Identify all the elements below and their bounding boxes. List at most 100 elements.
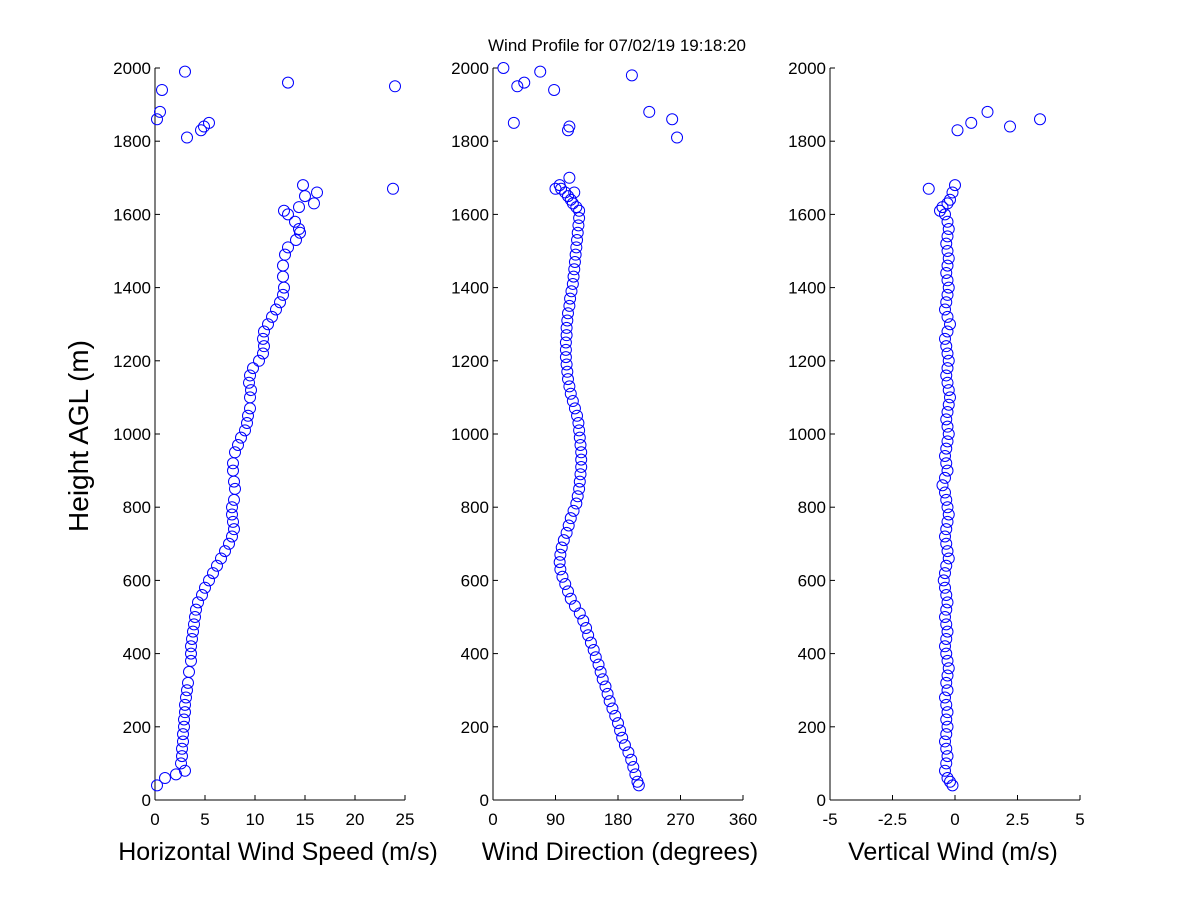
- data-point: [257, 332, 269, 345]
- panel-wind-direction: Wind Direction (degrees) 0 200 400 600 800 10…: [451, 59, 758, 866]
- data-point: [247, 362, 259, 375]
- data-point: [179, 65, 191, 78]
- data-point: [211, 559, 223, 572]
- data-point: [555, 541, 568, 554]
- data-point: [603, 695, 616, 708]
- x-tick-label: 5: [1075, 810, 1084, 829]
- data-point: [258, 325, 270, 338]
- data-point: [564, 592, 577, 605]
- data-point: [937, 574, 950, 587]
- y-tick-label: 1800: [113, 132, 151, 151]
- x-tick-label: -5: [822, 810, 837, 829]
- data-point: [574, 468, 587, 481]
- data-point: [568, 255, 581, 268]
- x-axis-label-wind-speed: Horizontal Wind Speed (m/s): [118, 838, 438, 866]
- data-point: [939, 581, 951, 594]
- data-point: [257, 347, 269, 360]
- data-point: [507, 116, 520, 129]
- data-point: [949, 179, 961, 192]
- data-point: [580, 621, 593, 634]
- data-point: [186, 632, 198, 645]
- data-point: [185, 640, 197, 653]
- y-tick-label: 800: [461, 498, 489, 517]
- data-point: [941, 420, 954, 433]
- data-point: [266, 310, 278, 323]
- data-point: [185, 654, 197, 667]
- data-point: [941, 515, 954, 528]
- data-point: [232, 438, 244, 451]
- data-point: [573, 424, 586, 437]
- data-point: [940, 559, 953, 572]
- y-tick-label: 600: [461, 571, 489, 590]
- data-point: [229, 482, 241, 495]
- data-point: [176, 742, 188, 755]
- data-point: [244, 391, 256, 404]
- data-point: [1004, 120, 1016, 133]
- data-point: [941, 654, 954, 667]
- data-point: [627, 761, 640, 774]
- y-tick-label: 1600: [451, 205, 489, 224]
- y-tick-label: 600: [123, 571, 151, 590]
- data-point: [573, 204, 586, 217]
- y-tick-label: 0: [142, 791, 151, 810]
- x-tick-label: 0: [950, 810, 959, 829]
- data-point: [566, 395, 579, 408]
- y-tick-label: 1800: [451, 132, 489, 151]
- y-tick-label: 400: [798, 645, 826, 664]
- data-point: [196, 589, 208, 602]
- data-point: [180, 691, 192, 704]
- data-point: [215, 552, 227, 565]
- data-point: [946, 186, 959, 199]
- data-point: [561, 314, 574, 327]
- data-point: [571, 490, 584, 503]
- data-point: [940, 618, 953, 631]
- data-point: [941, 750, 954, 763]
- data-point: [616, 731, 629, 744]
- data-point: [245, 384, 257, 397]
- data-point: [577, 614, 590, 627]
- y-tick-label: 1200: [113, 352, 151, 371]
- data-point: [940, 589, 953, 602]
- y-tick-label: 2000: [788, 59, 826, 78]
- data-point: [939, 611, 951, 623]
- data-point: [235, 431, 247, 444]
- data-point: [243, 376, 255, 389]
- data-point: [631, 775, 644, 788]
- data-point: [497, 62, 510, 74]
- data-point: [599, 680, 612, 693]
- y-tick-label: 0: [480, 791, 489, 810]
- data-point: [572, 417, 585, 430]
- data-point: [219, 545, 231, 558]
- data-point: [941, 720, 954, 733]
- data-point: [203, 116, 215, 129]
- data-point: [226, 530, 238, 543]
- data-point: [941, 245, 954, 257]
- data-point: [227, 464, 239, 477]
- data-point: [570, 241, 583, 254]
- data-point: [941, 684, 954, 697]
- data-point: [560, 321, 573, 334]
- data-point: [293, 223, 305, 236]
- y-tick-label: 1600: [113, 205, 151, 224]
- data-point: [562, 373, 574, 386]
- data-point: [178, 713, 190, 726]
- x-tick-label: 15: [296, 810, 315, 829]
- data-point: [622, 746, 635, 759]
- y-tick-label: 2000: [451, 59, 489, 78]
- y-tick-label: 800: [123, 498, 151, 517]
- data-point: [592, 658, 605, 671]
- x-tick-label: 2.5: [1006, 810, 1030, 829]
- data-point: [227, 515, 239, 528]
- data-point: [625, 69, 638, 82]
- y-tick-label: 1400: [788, 279, 826, 298]
- data-point: [258, 340, 270, 353]
- data-point: [571, 409, 584, 422]
- data-point: [941, 325, 954, 338]
- data-point: [671, 131, 684, 144]
- data-point: [564, 292, 577, 305]
- data-point: [942, 508, 955, 521]
- y-tick-label: 600: [798, 571, 826, 590]
- data-point: [177, 728, 189, 741]
- data-point: [156, 83, 168, 96]
- data-point: [293, 201, 305, 214]
